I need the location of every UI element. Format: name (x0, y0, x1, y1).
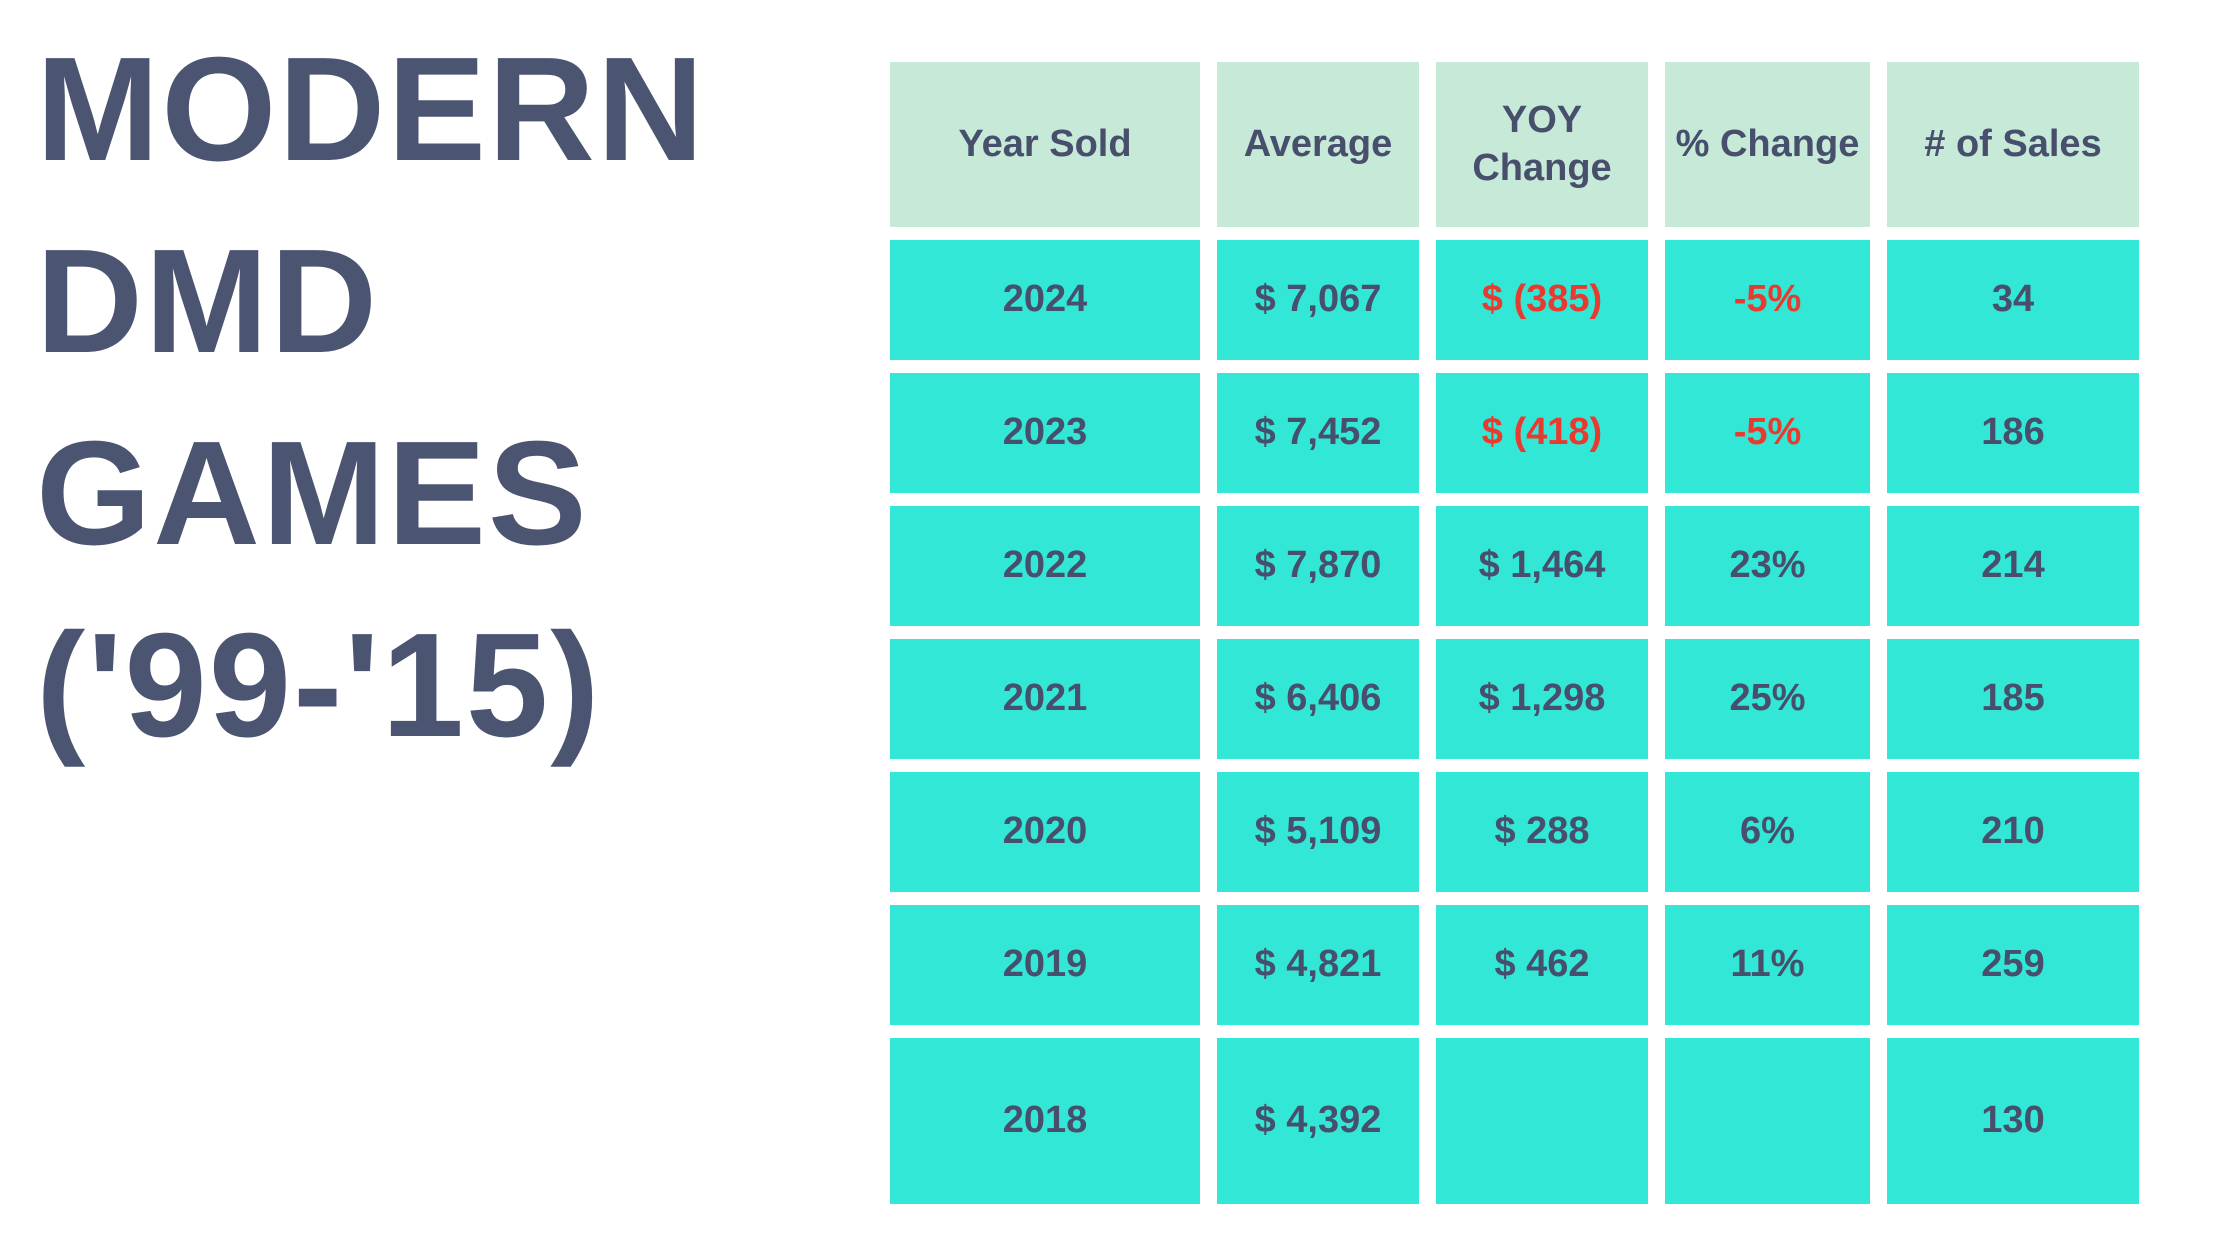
cell-num-sales: 186 (1887, 373, 2139, 493)
page-title-line: ('99-'15) (36, 603, 602, 768)
cell-average: $ 4,392 (1217, 1038, 1419, 1204)
page-title-line: MODERN (36, 27, 706, 192)
cell-year: 2023 (890, 373, 1200, 493)
sales-table: Year Sold Average YOY Change % Change # … (890, 62, 2139, 1204)
cell-yoy-change: $ (418) (1436, 373, 1648, 493)
cell-yoy-change: $ 288 (1436, 772, 1648, 892)
cell-yoy-change (1436, 1038, 1648, 1204)
cell-yoy-change: $ 462 (1436, 905, 1648, 1025)
page-title-line: GAMES (36, 411, 589, 576)
cell-yoy-change: $ (385) (1436, 240, 1648, 360)
cell-num-sales: 185 (1887, 639, 2139, 759)
cell-year: 2019 (890, 905, 1200, 1025)
cell-yoy-change: $ 1,464 (1436, 506, 1648, 626)
cell-yoy-change: $ 1,298 (1436, 639, 1648, 759)
page-title: MODERN DMD GAMES ('99-'15) (36, 14, 856, 782)
cell-num-sales: 130 (1887, 1038, 2139, 1204)
cell-num-sales: 34 (1887, 240, 2139, 360)
cell-average: $ 7,870 (1217, 506, 1419, 626)
cell-average: $ 5,109 (1217, 772, 1419, 892)
column-header-average: Average (1217, 62, 1419, 227)
cell-year: 2024 (890, 240, 1200, 360)
cell-year: 2021 (890, 639, 1200, 759)
column-header-pct-change: % Change (1665, 62, 1870, 227)
cell-average: $ 7,067 (1217, 240, 1419, 360)
cell-pct-change: 11% (1665, 905, 1870, 1025)
page-title-line: DMD (36, 219, 380, 384)
cell-pct-change: -5% (1665, 240, 1870, 360)
column-header-num-sales: # of Sales (1887, 62, 2139, 227)
cell-pct-change: 25% (1665, 639, 1870, 759)
cell-year: 2020 (890, 772, 1200, 892)
cell-pct-change: -5% (1665, 373, 1870, 493)
cell-year: 2018 (890, 1038, 1200, 1204)
cell-year: 2022 (890, 506, 1200, 626)
cell-pct-change: 23% (1665, 506, 1870, 626)
cell-num-sales: 210 (1887, 772, 2139, 892)
cell-num-sales: 214 (1887, 506, 2139, 626)
cell-average: $ 6,406 (1217, 639, 1419, 759)
cell-average: $ 4,821 (1217, 905, 1419, 1025)
cell-pct-change (1665, 1038, 1870, 1204)
cell-pct-change: 6% (1665, 772, 1870, 892)
column-header-yoy-change: YOY Change (1436, 62, 1648, 227)
column-header-year-sold: Year Sold (890, 62, 1200, 227)
cell-average: $ 7,452 (1217, 373, 1419, 493)
cell-num-sales: 259 (1887, 905, 2139, 1025)
